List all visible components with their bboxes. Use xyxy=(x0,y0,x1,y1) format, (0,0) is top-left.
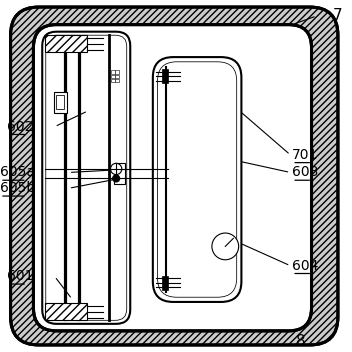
Text: 603: 603 xyxy=(292,165,319,180)
FancyBboxPatch shape xyxy=(153,57,241,302)
Bar xyxy=(115,75,119,78)
FancyBboxPatch shape xyxy=(33,25,312,331)
Bar xyxy=(45,35,87,52)
Text: 602: 602 xyxy=(7,120,33,134)
FancyBboxPatch shape xyxy=(11,7,338,345)
Text: 605a: 605a xyxy=(0,165,35,180)
Bar xyxy=(162,276,168,290)
FancyBboxPatch shape xyxy=(42,32,130,324)
Bar xyxy=(45,303,87,320)
Bar xyxy=(115,79,119,82)
Text: 604: 604 xyxy=(292,259,319,273)
Text: 7: 7 xyxy=(333,8,342,23)
Circle shape xyxy=(111,163,122,175)
Text: 601: 601 xyxy=(7,269,33,283)
Bar xyxy=(54,92,67,113)
Bar xyxy=(111,75,115,78)
Bar xyxy=(162,69,168,83)
Text: 605b: 605b xyxy=(0,181,35,195)
Bar xyxy=(56,95,64,109)
Text: 8: 8 xyxy=(296,334,305,349)
Bar xyxy=(115,70,119,74)
Circle shape xyxy=(212,233,239,260)
Bar xyxy=(111,79,115,82)
Bar xyxy=(111,70,115,74)
Circle shape xyxy=(113,175,120,182)
Text: 701: 701 xyxy=(292,148,319,162)
Bar xyxy=(114,163,125,184)
